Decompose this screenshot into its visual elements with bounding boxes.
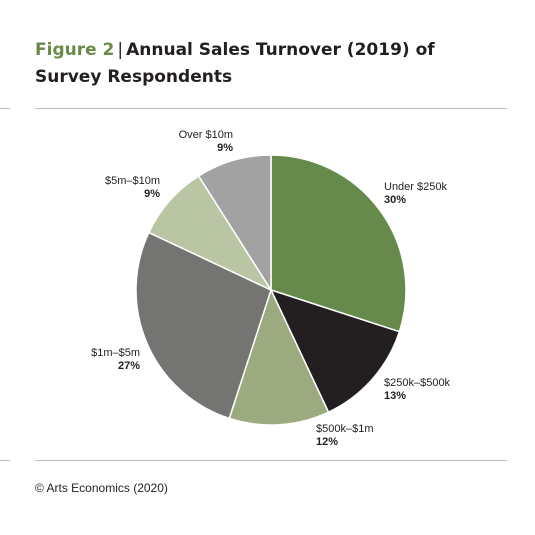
pie-slice (228, 287, 330, 426)
slice-value-label: 12% (316, 436, 338, 448)
slice-label: $250k–$500k (384, 377, 451, 389)
divider-top (35, 108, 507, 109)
divider-bottom (35, 460, 507, 461)
figure-title-block: Figure 2 | Annual Sales Turnover (2019) of… (35, 37, 505, 91)
slice-value-label: 13% (384, 390, 406, 402)
source-note: © Arts Economics (2020) (35, 481, 168, 495)
pie-slice (270, 154, 407, 333)
slice-label: $500k–$1m (316, 423, 374, 435)
slice-label: Over $10m (179, 129, 233, 141)
slice-label: Under $250k (384, 181, 447, 193)
divider-left-bottom (0, 460, 10, 461)
slice-label: $5m–$10m (105, 175, 160, 187)
slice-value-label: 9% (217, 142, 233, 154)
divider-left-top (0, 108, 10, 109)
slice-value-label: 9% (144, 188, 160, 200)
pie-slice (269, 288, 401, 414)
slice-value-label: 27% (118, 360, 140, 372)
slice-value-label: 30% (384, 194, 406, 206)
figure-title: Annual Sales Turnover (2019) of Survey R… (35, 40, 435, 87)
title-separator: | (117, 40, 124, 60)
pie-slice (135, 231, 272, 420)
figure-number: Figure 2 (35, 40, 115, 60)
slice-label: $1m–$5m (91, 347, 140, 359)
pie-slice (197, 154, 272, 293)
